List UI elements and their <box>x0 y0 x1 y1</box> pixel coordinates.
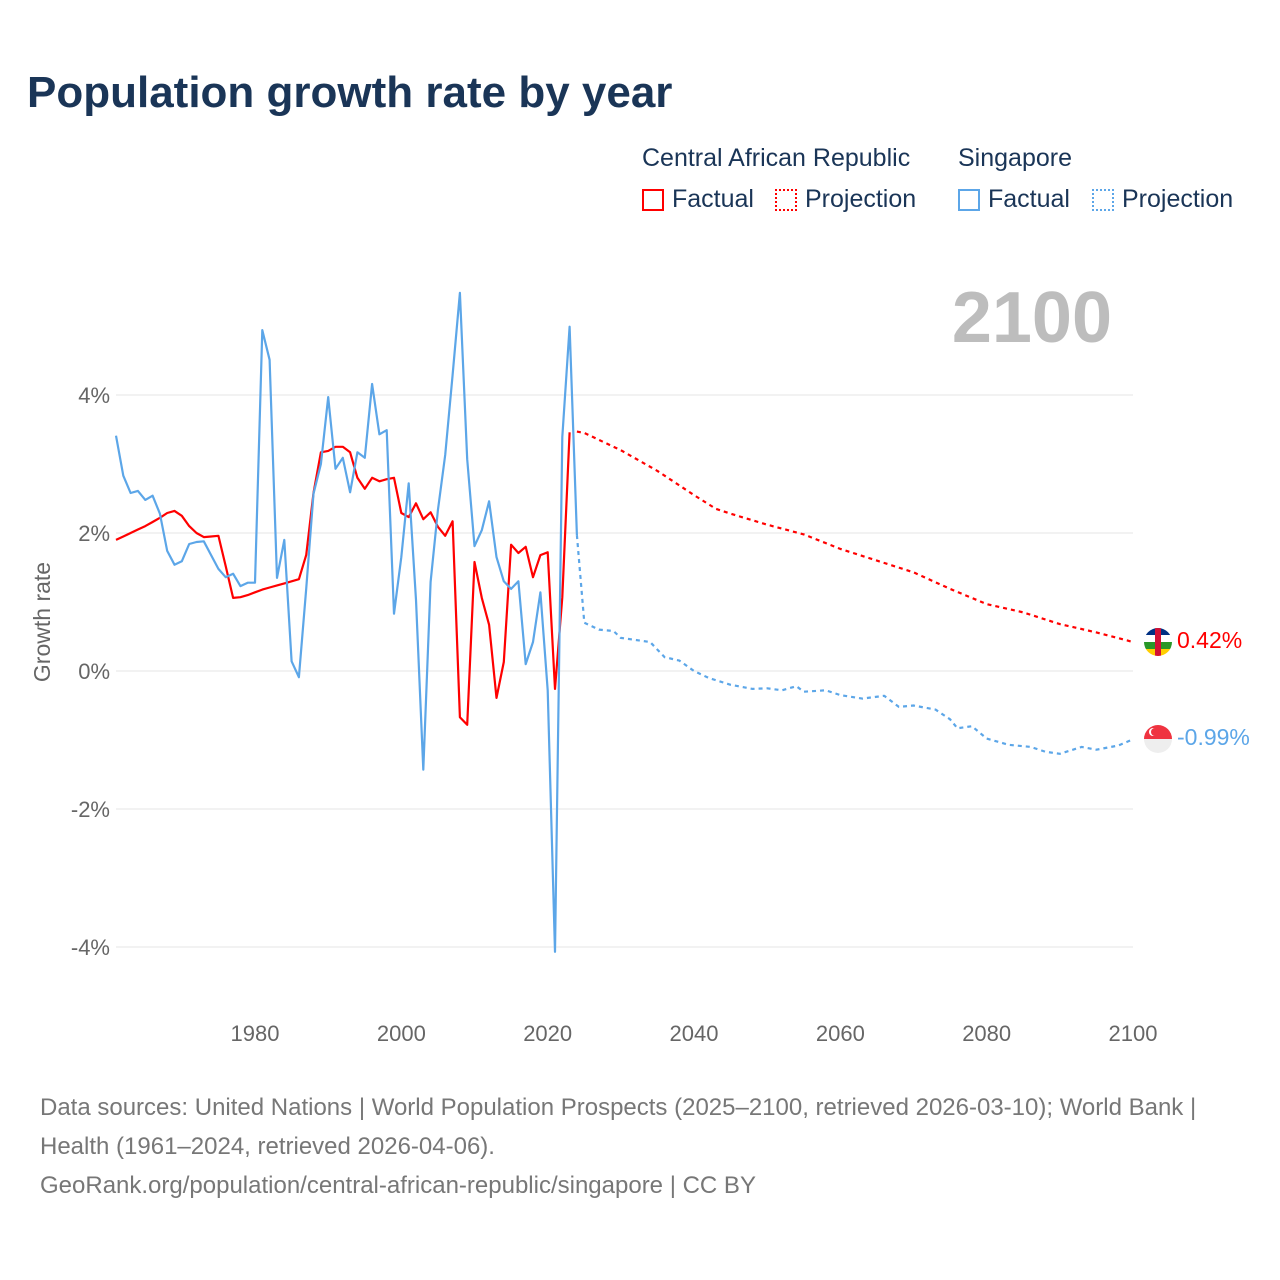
legend-sg-factual[interactable]: Factual <box>958 185 1070 214</box>
series-line-central-african-republic-factual <box>115 432 571 726</box>
legend-label: Factual <box>672 185 754 213</box>
x-tick-label: 2080 <box>962 1021 1011 1046</box>
legend-sg-projection[interactable]: Projection <box>1092 185 1233 214</box>
footer: Data sources: United Nations | World Pop… <box>40 1088 1240 1205</box>
x-tick-label: 2000 <box>377 1021 426 1046</box>
y-axis-label: Growth rate <box>29 562 55 682</box>
series-line-central-african-republic-projection <box>576 430 1134 644</box>
end-label-car: 0.42% <box>1177 627 1242 653</box>
x-tick-label: 2100 <box>1109 1021 1158 1046</box>
legend-label: Factual <box>988 185 1070 213</box>
y-tick-label: 4% <box>78 383 110 408</box>
data-sources: Data sources: United Nations | World Pop… <box>40 1094 1197 1160</box>
x-tick-label: 1980 <box>231 1021 280 1046</box>
legend-swatch-dotted <box>775 188 797 211</box>
y-tick-label: 0% <box>78 659 110 684</box>
y-tick-label: 2% <box>78 521 110 546</box>
legend-swatch-solid <box>642 188 664 211</box>
series-line-singapore-projection <box>575 535 1134 755</box>
legend-group-car: Central African Republic <box>642 144 911 172</box>
source-link[interactable]: GeoRank.org/population/central-african-r… <box>40 1172 756 1199</box>
chart-title: Population growth rate by year <box>27 68 673 117</box>
flag-central-african-republic-icon <box>1144 628 1172 656</box>
legend-label: Projection <box>1122 185 1234 213</box>
flag-singapore-icon <box>1144 725 1172 753</box>
y-tick-label: -4% <box>71 935 110 960</box>
legend-car-factual[interactable]: Factual <box>642 185 754 214</box>
legend-swatch-dotted <box>1092 188 1114 211</box>
y-tick-label: -2% <box>71 797 110 822</box>
x-tick-label: 2020 <box>523 1021 572 1046</box>
series-line-singapore-factual <box>114 291 578 953</box>
legend-swatch-solid <box>958 188 980 211</box>
legend-car-projection[interactable]: Projection <box>775 185 916 214</box>
end-label-singapore: -0.99% <box>1177 724 1250 750</box>
legend-label: Projection <box>805 185 917 213</box>
legend-group-singapore: Singapore <box>958 144 1072 172</box>
year-watermark: 2100 <box>952 278 1112 358</box>
x-tick-label: 2060 <box>816 1021 865 1046</box>
x-tick-label: 2040 <box>670 1021 719 1046</box>
